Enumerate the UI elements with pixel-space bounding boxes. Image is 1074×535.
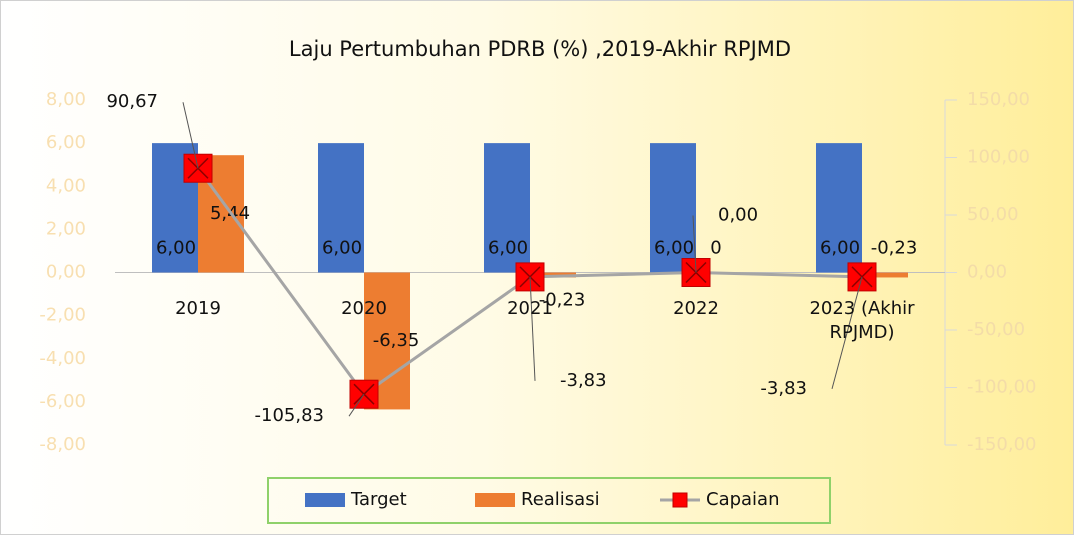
data-label: -6,35 (373, 330, 420, 351)
data-label: 0 (710, 238, 721, 259)
leader-line (692, 215, 697, 273)
y2-tick-label: 50,00 (967, 204, 1019, 225)
data-label: 6,00 (322, 238, 362, 259)
bar (862, 272, 908, 278)
data-label: 6,00 (654, 238, 694, 259)
bar (650, 143, 696, 273)
legend-box (267, 477, 831, 524)
y-tick-label: 6,00 (46, 132, 86, 153)
legend-swatch (475, 493, 515, 507)
leader-line (529, 276, 536, 381)
data-label: -0,23 (871, 238, 918, 259)
bar (484, 143, 530, 273)
y-tick-label: -8,00 (39, 434, 86, 455)
data-label: -105,83 (255, 405, 324, 426)
data-label: 6,00 (488, 238, 528, 259)
x-tick-label: 2022 (673, 297, 719, 319)
x-tick-label: 2020 (341, 297, 387, 319)
data-label: 0,00 (718, 205, 758, 226)
y-tick-label: -2,00 (39, 305, 86, 326)
bar (318, 143, 364, 273)
data-label: -3,83 (760, 378, 807, 399)
y-tick-label: 0,00 (46, 262, 86, 283)
leader-line (182, 102, 199, 169)
y2-tick-label: 100,00 (967, 147, 1030, 168)
y-tick-label: 2,00 (46, 218, 86, 239)
x-tick-label: 2023 (Akhir RPJMD) (809, 297, 915, 343)
chart-title: Laju Pertumbuhan PDRB (%) ,2019-Akhir RP… (289, 37, 791, 61)
x-tick-label: 2019 (175, 297, 221, 319)
data-label: -0,23 (539, 290, 586, 311)
data-label: 6,00 (156, 238, 196, 259)
y-tick-label: 4,00 (46, 175, 86, 196)
x-tick-label: 2021 (507, 297, 553, 319)
leader-line (831, 276, 863, 390)
legend-swatch-marker (672, 492, 688, 508)
data-label: -3,83 (560, 370, 607, 391)
data-label: 6,00 (820, 238, 860, 259)
marker-cross (187, 157, 209, 179)
y-tick-label: -4,00 (39, 348, 86, 369)
legend-label: Target (350, 489, 407, 510)
legend-label: Realisasi (521, 489, 600, 510)
legend-label: Capaian (706, 489, 780, 510)
marker-cross (353, 383, 375, 405)
y2-tick-label: -100,00 (967, 377, 1036, 398)
legend-swatch (305, 493, 345, 507)
y2-tick-label: -50,00 (967, 319, 1025, 340)
leader-line (348, 393, 365, 417)
y-tick-label: -6,00 (39, 391, 86, 412)
y-tick-label: 8,00 (46, 89, 86, 110)
bar (816, 143, 862, 273)
y2-tick-label: -150,00 (967, 434, 1036, 455)
y2-tick-label: 0,00 (967, 262, 1007, 283)
y2-tick-label: 150,00 (967, 89, 1030, 110)
data-label: 90,67 (106, 91, 158, 112)
